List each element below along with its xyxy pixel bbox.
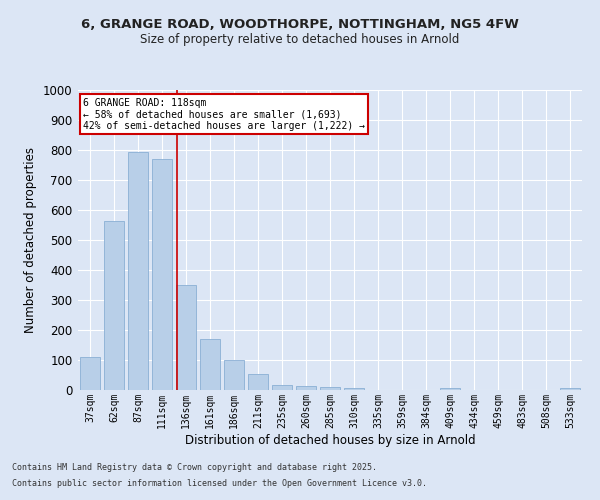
- Bar: [80, 357, 100, 390]
- Bar: [272, 384, 292, 390]
- X-axis label: Distribution of detached houses by size in Arnold: Distribution of detached houses by size …: [185, 434, 475, 446]
- Text: 6 GRANGE ROAD: 118sqm
← 58% of detached houses are smaller (1,693)
42% of semi-d: 6 GRANGE ROAD: 118sqm ← 58% of detached …: [83, 98, 365, 130]
- Bar: [176, 285, 196, 390]
- Bar: [320, 387, 340, 390]
- Bar: [128, 152, 148, 390]
- Bar: [224, 360, 244, 390]
- Bar: [248, 374, 268, 390]
- Bar: [344, 388, 364, 390]
- Bar: [152, 159, 172, 390]
- Y-axis label: Number of detached properties: Number of detached properties: [24, 147, 37, 333]
- Bar: [560, 388, 580, 390]
- Text: Contains public sector information licensed under the Open Government Licence v3: Contains public sector information licen…: [12, 478, 427, 488]
- Bar: [296, 386, 316, 390]
- Bar: [104, 220, 124, 390]
- Text: Contains HM Land Registry data © Crown copyright and database right 2025.: Contains HM Land Registry data © Crown c…: [12, 464, 377, 472]
- Bar: [440, 388, 460, 390]
- Bar: [200, 339, 220, 390]
- Text: 6, GRANGE ROAD, WOODTHORPE, NOTTINGHAM, NG5 4FW: 6, GRANGE ROAD, WOODTHORPE, NOTTINGHAM, …: [81, 18, 519, 30]
- Text: Size of property relative to detached houses in Arnold: Size of property relative to detached ho…: [140, 32, 460, 46]
